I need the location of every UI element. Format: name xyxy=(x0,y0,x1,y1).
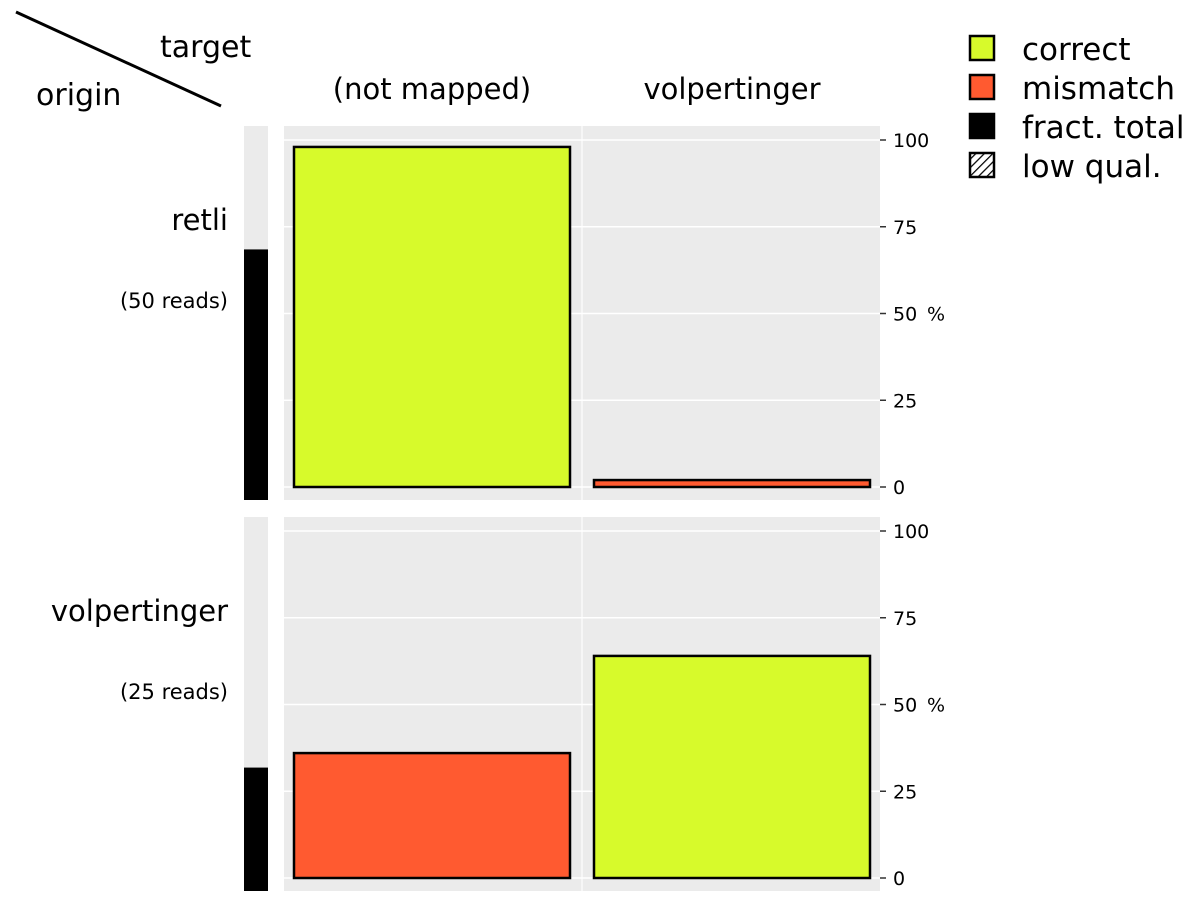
tick-label-75: 75 xyxy=(893,217,917,239)
y-unit-label: % xyxy=(927,304,945,326)
tick-label-25: 25 xyxy=(893,781,917,803)
fraction-total-bar xyxy=(244,249,268,500)
column-header-0: (not mapped) xyxy=(333,72,531,106)
row-panels: 0 25 50 75 100% retli (50 reads) 0 25 50 75 100% vol… xyxy=(51,126,945,891)
tick-label-50: 50 xyxy=(893,695,917,717)
corner-origin-label: origin xyxy=(36,78,121,113)
column-header-1: volpertinger xyxy=(643,72,820,106)
tick-label-75: 75 xyxy=(893,608,917,630)
column-headers: (not mapped) volpertinger xyxy=(333,72,821,106)
row-label: volpertinger xyxy=(51,594,228,628)
bar-correct xyxy=(292,145,572,489)
legend-swatch-2 xyxy=(968,112,996,140)
legend-label-3: low qual. xyxy=(1022,149,1162,185)
row-panel-0: 0 25 50 75 100% retli (50 reads) xyxy=(120,126,945,500)
tick-label-25: 25 xyxy=(893,390,917,412)
tick-label-0: 0 xyxy=(893,868,905,890)
row-reads-label: (25 reads) xyxy=(120,680,228,704)
legend-label-0: correct xyxy=(1022,32,1131,68)
bar-correct xyxy=(592,654,872,880)
bar-mismatch xyxy=(592,478,872,489)
legend-swatch-1 xyxy=(968,73,996,101)
fraction-total-bar xyxy=(244,767,268,891)
row-reads-label: (50 reads) xyxy=(120,289,228,313)
legend-label-1: mismatch xyxy=(1022,71,1175,107)
corner-target-label: target xyxy=(160,30,251,65)
row-panel-1: 0 25 50 75 100% volpertinger (25 reads) xyxy=(51,517,945,891)
legend-swatch-3 xyxy=(968,151,996,179)
legend-label-2: fract. total xyxy=(1022,110,1184,146)
legend-swatch-0 xyxy=(968,34,996,62)
tick-label-50: 50 xyxy=(893,304,917,326)
tick-label-100: 100 xyxy=(893,130,929,152)
corner-diagonal xyxy=(15,10,222,108)
tick-label-100: 100 xyxy=(893,521,929,543)
tick-label-0: 0 xyxy=(893,477,905,499)
bar-mismatch xyxy=(292,751,572,880)
row-label: retli xyxy=(171,203,228,237)
y-unit-label: % xyxy=(927,695,945,717)
